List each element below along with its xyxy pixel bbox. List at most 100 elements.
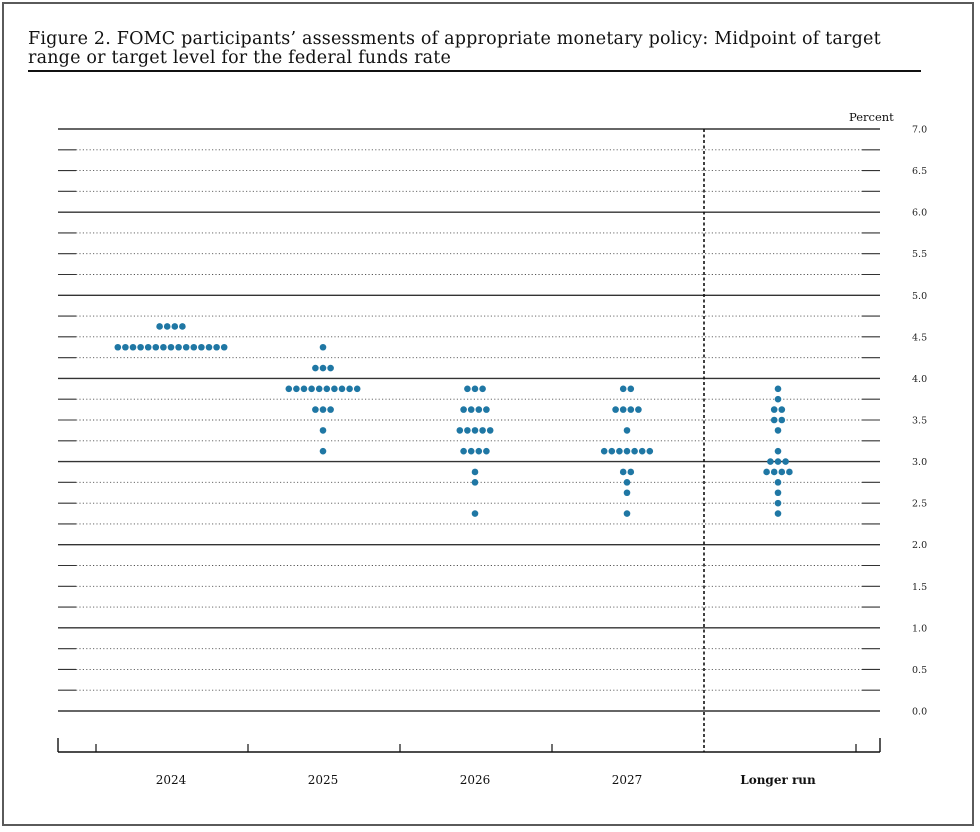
y-tick-label: 4.5 <box>912 332 927 343</box>
data-dot <box>774 427 782 434</box>
data-dot <box>774 510 782 517</box>
y-tick-label: 1.5 <box>912 582 927 593</box>
y-tick-label: 3.0 <box>912 457 927 468</box>
data-dot <box>778 406 786 413</box>
data-dot <box>471 479 479 486</box>
y-tick-label: 1.0 <box>912 623 927 634</box>
labels: 0.0 0.5 1.0 1.5 2.0 2.5 3.0 3.5 4.0 4.5 5.0 5.5 6.0 6… <box>156 110 927 787</box>
gridlines <box>58 128 880 712</box>
data-dot <box>464 427 471 434</box>
data-dot <box>160 343 167 351</box>
data-dot <box>646 447 654 455</box>
y-tick-label: 6.0 <box>912 208 927 219</box>
data-dot <box>346 385 353 393</box>
data-dot <box>353 385 361 393</box>
y-tick-label: 3.5 <box>912 416 927 427</box>
data-dot <box>460 447 467 455</box>
x-category-label: 2026 <box>460 773 491 787</box>
data-dot <box>190 343 198 351</box>
data-dot <box>778 416 786 424</box>
data-dot <box>205 343 213 351</box>
data-dot <box>770 468 778 476</box>
data-dot <box>171 323 179 330</box>
data-dot <box>300 385 308 393</box>
data-dot <box>623 479 631 486</box>
data-dot <box>786 468 793 476</box>
data-dot <box>471 385 479 393</box>
data-dot <box>327 364 334 372</box>
data-dot <box>475 447 483 455</box>
data-dot <box>767 458 774 465</box>
y-tick-label: 5.5 <box>912 249 927 260</box>
y-tick-label: 4.0 <box>912 374 927 385</box>
data-dot <box>285 385 293 393</box>
data-dot <box>129 343 137 351</box>
data-dot <box>293 385 300 393</box>
data-dot <box>774 489 782 497</box>
y-tick-label: 5.0 <box>912 291 927 302</box>
data-dot <box>122 343 129 351</box>
data-dot <box>479 385 486 393</box>
data-dot <box>319 427 327 434</box>
data-dot <box>327 406 334 413</box>
data-dot <box>479 427 486 434</box>
data-dot <box>152 343 160 351</box>
data-dot <box>175 343 182 351</box>
data-dot <box>319 447 327 455</box>
data-dot <box>623 447 631 455</box>
y-tick-label: 6.5 <box>912 166 927 177</box>
data-dot <box>774 499 782 507</box>
data-dot <box>483 447 490 455</box>
data-dot <box>778 468 786 476</box>
y-tick-label: 7.0 <box>912 125 927 136</box>
data-dot <box>467 447 475 455</box>
data-dot <box>627 385 635 393</box>
data-dot <box>616 447 623 455</box>
data-dot <box>319 364 327 372</box>
data-dot <box>312 406 319 413</box>
figure-title: Figure 2. FOMC participants’ assessments… <box>28 29 881 68</box>
data-dot <box>156 323 163 330</box>
data-dot <box>770 416 778 424</box>
axes <box>57 129 881 753</box>
data-dot <box>619 385 627 393</box>
data-dot <box>475 406 483 413</box>
data-dot <box>312 364 319 372</box>
data-dot <box>198 343 205 351</box>
x-category-label: 2025 <box>308 773 339 787</box>
data-dot <box>770 406 778 413</box>
data-dot <box>627 406 635 413</box>
data-dot <box>600 447 608 455</box>
data-dot <box>144 343 152 351</box>
data-dot <box>619 406 627 413</box>
x-category-label: 2024 <box>156 773 187 787</box>
data-dot <box>456 427 464 434</box>
data-dot <box>323 385 331 393</box>
data-dot <box>631 447 638 455</box>
x-category-label: Longer run <box>740 773 816 787</box>
data-dot <box>460 406 467 413</box>
data-dot <box>627 468 635 476</box>
data-dot <box>471 427 479 434</box>
data-dot <box>619 468 627 476</box>
data-dot <box>220 343 228 351</box>
data-dot <box>167 343 175 351</box>
data-dot <box>774 458 782 465</box>
y-tick-label: 0.5 <box>912 665 927 676</box>
data-dot <box>331 385 338 393</box>
y-tick-label: 0.0 <box>912 707 927 718</box>
data-dot <box>623 489 631 497</box>
y-tick-label: 2.0 <box>912 540 927 551</box>
x-category-label: 2027 <box>612 773 643 787</box>
title-rule <box>28 70 921 72</box>
data-dot <box>486 427 494 434</box>
data-dot <box>774 479 782 486</box>
data-dot <box>623 510 631 517</box>
data-dot <box>467 406 475 413</box>
data-dots <box>114 323 793 517</box>
data-dot <box>635 406 642 413</box>
data-dot <box>114 343 122 351</box>
data-dot <box>782 458 789 465</box>
data-dot <box>179 323 186 330</box>
